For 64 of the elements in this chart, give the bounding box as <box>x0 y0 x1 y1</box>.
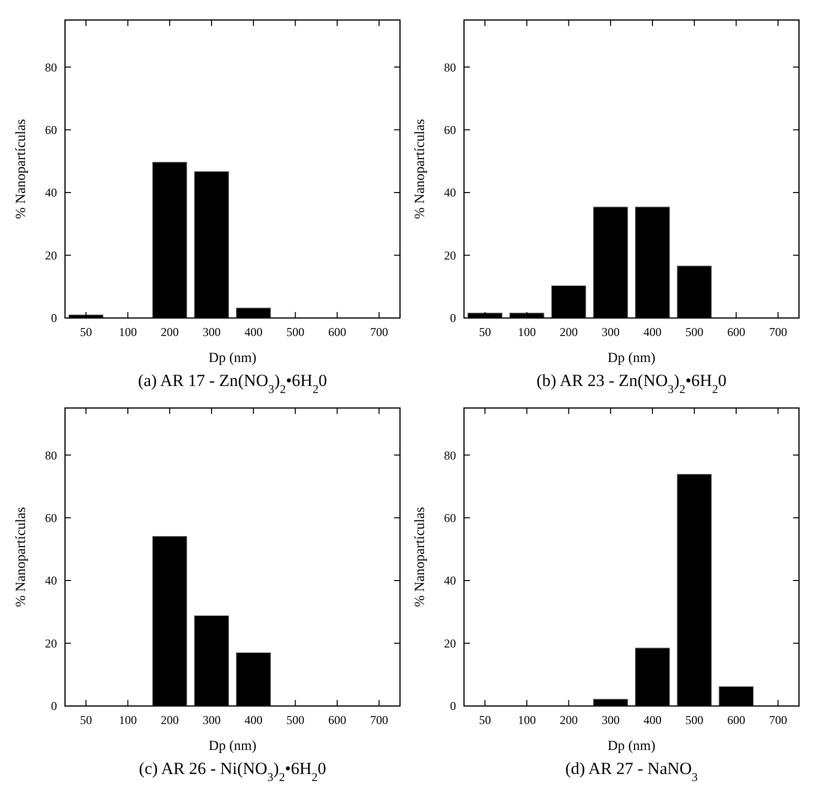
y-tick-label: 20 <box>444 636 456 650</box>
x-tick-label: 200 <box>160 325 179 339</box>
x-tick-label: 500 <box>286 325 304 339</box>
x-tick-label: 700 <box>370 713 388 727</box>
y-tick-label: 0 <box>51 699 57 714</box>
x-tick-label: 200 <box>560 325 578 339</box>
y-tick-label: 60 <box>45 122 57 137</box>
y-tick-label: 80 <box>444 448 456 462</box>
text: (b) AR 23 - Zn(NO$_{3}$)$_{2}$•6H$_{2}$0 <box>536 371 727 396</box>
x-tick-label: 500 <box>286 713 304 727</box>
x-axis-title: Dp (nm) <box>608 351 656 366</box>
x-tick-label: 50 <box>80 713 92 727</box>
x-axis-title: Dp (nm) <box>208 351 257 366</box>
y-tick-label: 20 <box>45 248 57 262</box>
y-tick-label: 20 <box>45 636 57 650</box>
x-tick-label: 300 <box>602 713 620 727</box>
y-axis-title: % Nanopartículas <box>413 507 428 607</box>
x-tick-label: 50 <box>478 713 491 727</box>
x-tick-label: 400 <box>643 325 662 339</box>
x-tick-label: 700 <box>370 325 388 339</box>
y-tick-label: 40 <box>45 574 57 588</box>
y-tick-label: 60 <box>45 510 57 525</box>
x-tick-label: 50 <box>80 325 92 339</box>
x-tick-label: 100 <box>518 713 536 727</box>
x-tick-label: 400 <box>643 713 662 727</box>
x-tick-label: 300 <box>202 713 221 727</box>
y-tick-label: 0 <box>450 311 456 326</box>
x-tick-label: 100 <box>518 325 536 339</box>
y-axis-title: % Nanopartículas <box>413 119 428 219</box>
x-tick-label: 500 <box>685 325 704 339</box>
x-tick-label: 50 <box>478 325 491 339</box>
y-tick-label: 60 <box>444 510 456 525</box>
y-tick-label: 60 <box>444 122 456 137</box>
x-tick-label: 300 <box>202 325 221 339</box>
y-axis-title: % Nanopartículas <box>14 119 29 219</box>
y-tick-label: 0 <box>450 699 456 714</box>
x-tick-label: 600 <box>727 713 746 727</box>
x-tick-label: 300 <box>602 325 620 339</box>
y-tick-label: 80 <box>45 60 57 74</box>
y-tick-label: 80 <box>444 60 456 74</box>
text: (c) AR 26 - Ni(NO$_{3}$)$_{2}$•6H$_{2}$0 <box>138 759 326 784</box>
text: (a) AR 17 - Zn(NO$_{3}$)$_{2}$•6H$_{2}$0 <box>138 371 328 396</box>
x-tick-label: 600 <box>727 325 746 339</box>
x-tick-label: 500 <box>685 713 704 727</box>
x-tick-label: 200 <box>560 713 578 727</box>
text: (d) AR 27 - NaNO$_{3}$ <box>565 759 698 784</box>
x-tick-label: 400 <box>244 713 262 727</box>
x-tick-label: 600 <box>328 713 346 727</box>
x-axis-title: Dp (nm) <box>208 739 257 754</box>
y-tick-label: 40 <box>444 574 456 588</box>
y-tick-label: 20 <box>444 248 456 262</box>
x-tick-label: 100 <box>118 325 137 339</box>
y-tick-label: 40 <box>444 186 456 200</box>
x-tick-label: 400 <box>244 325 262 339</box>
y-tick-label: 80 <box>45 448 57 462</box>
x-tick-label: 100 <box>118 713 137 727</box>
y-tick-label: 0 <box>51 311 57 326</box>
y-tick-label: 40 <box>45 186 57 200</box>
x-axis-title: Dp (nm) <box>608 739 656 754</box>
y-axis-title: % Nanopartículas <box>14 507 29 607</box>
x-tick-label: 700 <box>769 713 788 727</box>
x-tick-label: 600 <box>328 325 346 339</box>
x-tick-label: 700 <box>769 325 788 339</box>
x-tick-label: 200 <box>160 713 179 727</box>
